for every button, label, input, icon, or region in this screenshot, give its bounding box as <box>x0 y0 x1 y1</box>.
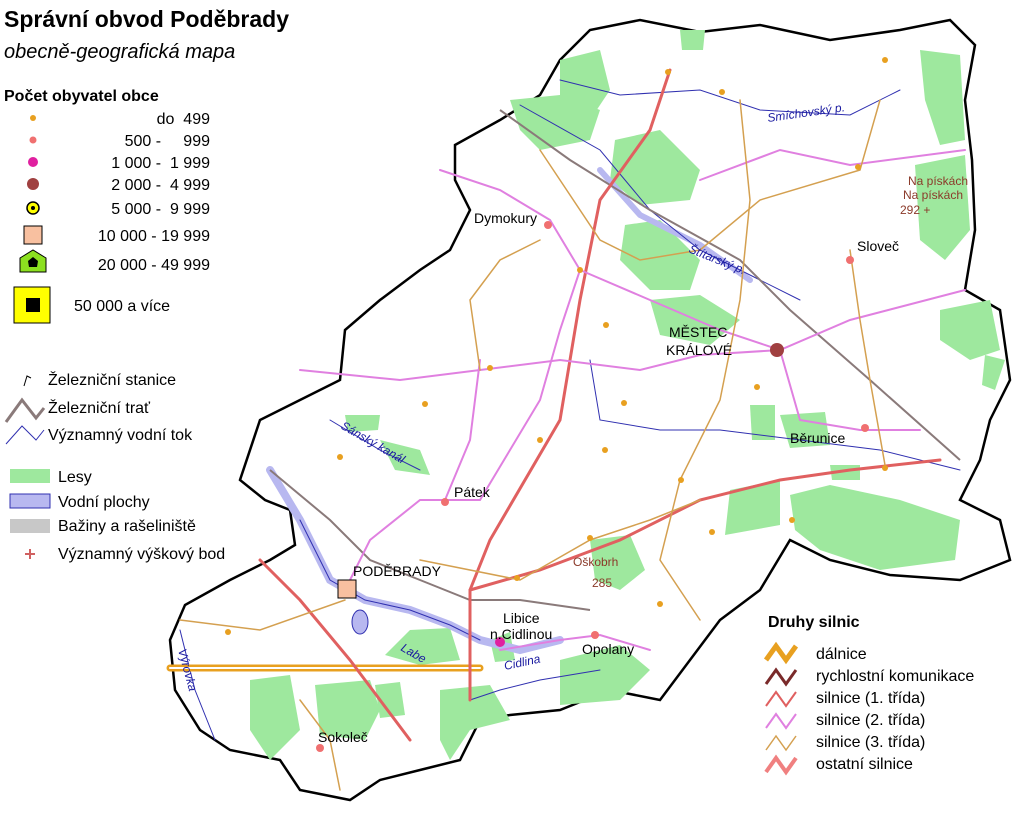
height-value: 285 <box>592 576 612 590</box>
legend-item: silnice (3. třída) <box>816 734 925 751</box>
forests <box>250 30 1005 760</box>
place-label: Sokoleč <box>318 729 368 745</box>
height-label: Na pískách <box>908 174 968 188</box>
legend-item: 50 000 a více <box>74 298 170 315</box>
legend-item: silnice (2. třída) <box>816 712 925 729</box>
population-legend: Počet obyvatel obce do 499 500 - 999 1 0… <box>4 88 210 324</box>
legend-title: Druhy silnic <box>768 614 860 631</box>
place-label: KRÁLOVÉ <box>666 342 732 358</box>
place-labels: Dymokury Sloveč MĚSTEC KRÁLOVÉ Běrunice … <box>175 100 968 745</box>
map-title: Správní obvod Poděbrady <box>4 6 289 32</box>
settlement-markers <box>225 57 888 752</box>
place-label: Sloveč <box>857 238 899 254</box>
roads <box>166 68 966 791</box>
legend-item: 20 000 - 49 999 <box>98 257 210 274</box>
height-value: 292 + <box>900 203 930 217</box>
legend-item: Významný výškový bod <box>58 546 225 563</box>
legend-item: 500 - 999 <box>125 133 210 150</box>
water <box>179 79 961 741</box>
legend-item: dálnice <box>816 646 867 663</box>
legend-item: Lesy <box>58 469 92 486</box>
height-label: Na pískách <box>903 188 963 202</box>
place-label: Běrunice <box>790 430 845 446</box>
legend-item: Významný vodní tok <box>48 427 193 444</box>
place-label: Opolany <box>582 641 634 657</box>
place-label: Pátek <box>454 484 491 500</box>
feature-legend: Železniční stanice Železniční trať Význa… <box>4 370 225 563</box>
place-label: Libice <box>503 610 540 626</box>
legend-item: Železniční stanice <box>48 370 176 389</box>
legend-item: do 499 <box>157 111 210 128</box>
place-label: n.Cidlinou <box>490 626 552 642</box>
place-label: PODĚBRADY <box>353 563 442 579</box>
legend-item: 1 000 - 1 999 <box>111 155 210 172</box>
legend-item: Železniční trať <box>48 398 151 417</box>
place-label: MĚSTEC <box>669 324 727 340</box>
legend-item: Vodní plochy <box>58 494 150 511</box>
legend-item: 5 000 - 9 999 <box>111 201 210 218</box>
map-subtitle: obecně-geografická mapa <box>4 41 235 63</box>
legend-title: Počet obyvatel obce <box>4 88 159 105</box>
legend-item: rychlostní komunikace <box>816 668 974 685</box>
height-label: Oškobrh <box>573 555 618 569</box>
legend-item: 10 000 - 19 999 <box>98 228 210 245</box>
legend-item: silnice (1. třída) <box>816 690 925 707</box>
legend-item: Bažiny a rašeliniště <box>58 518 196 535</box>
legend-item: ostatní silnice <box>816 756 913 773</box>
legend-item: 2 000 - 4 999 <box>111 177 210 194</box>
road-legend: Druhy silnic dálnice rychlostní komunika… <box>762 608 1024 823</box>
place-label: Dymokury <box>474 210 537 226</box>
